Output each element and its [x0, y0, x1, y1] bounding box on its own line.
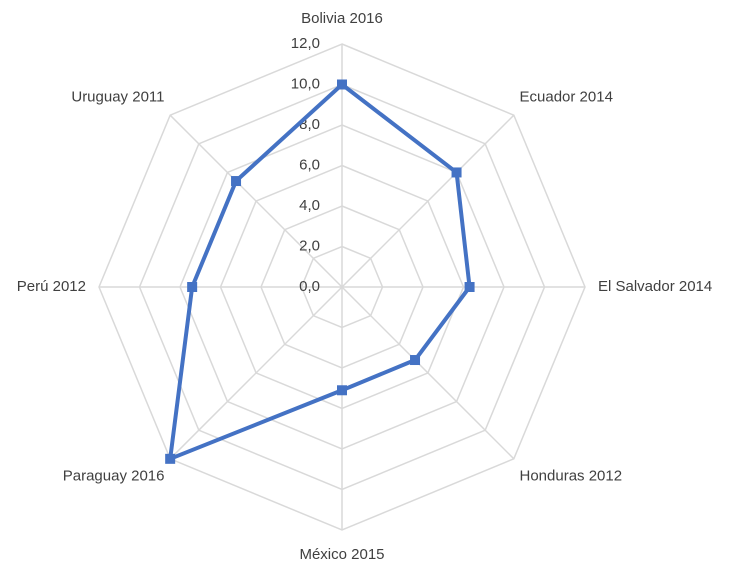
marker — [231, 176, 242, 187]
spoke — [169, 286, 343, 460]
category-label: Honduras 2012 — [520, 467, 623, 484]
tick-label: 12,0 — [291, 35, 320, 52]
tick-label: 6,0 — [299, 156, 320, 173]
marker — [187, 282, 198, 292]
spoke — [341, 114, 515, 288]
marker — [410, 355, 421, 366]
category-label: Perú 2012 — [17, 278, 86, 295]
tick-label: 4,0 — [299, 197, 320, 214]
category-label: Bolivia 2016 — [301, 10, 383, 27]
tick-label: 2,0 — [299, 237, 320, 254]
category-label: Ecuador 2014 — [520, 88, 613, 105]
category-label: El Salvador 2014 — [598, 278, 712, 295]
tick-label: 10,0 — [291, 75, 320, 92]
category-label: Paraguay 2016 — [63, 467, 165, 484]
marker — [464, 282, 475, 292]
spoke — [169, 114, 343, 288]
marker — [451, 167, 462, 178]
series-line — [168, 82, 472, 461]
tick-label: 0,0 — [299, 278, 320, 295]
marker — [337, 385, 347, 396]
category-label: México 2015 — [299, 546, 384, 563]
marker — [337, 79, 347, 90]
spoke — [341, 286, 515, 460]
marker — [165, 453, 176, 464]
category-label: Uruguay 2011 — [71, 88, 164, 105]
